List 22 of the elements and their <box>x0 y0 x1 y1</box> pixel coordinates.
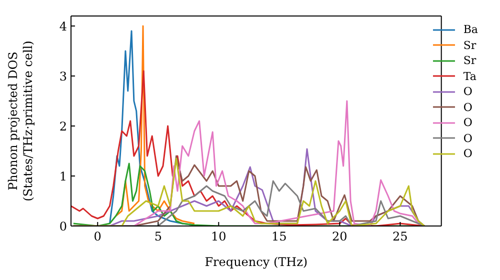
y-axis-title: Phonon projected DOS (States/THz·primitive cell) <box>6 40 35 202</box>
x-axis-title: Frequency (THz) <box>204 255 308 269</box>
legend-label: O <box>463 115 472 130</box>
legend-label: O <box>463 84 472 100</box>
x-tick-label: 15 <box>272 230 287 244</box>
y-tick-label: 4 <box>59 19 68 34</box>
x-tick-label: 20 <box>332 230 348 244</box>
legend-label: O <box>463 100 472 115</box>
legend-label: Sr <box>463 38 476 53</box>
y-tick-label: 2 <box>59 119 67 134</box>
x-tick-label: 10 <box>211 230 226 244</box>
x-tick-label: 0 <box>94 230 102 244</box>
legend-label: O <box>463 146 472 162</box>
legend-label: Sr <box>463 53 476 68</box>
x-tick-label: 5 <box>154 230 162 244</box>
x-tick-label: 25 <box>392 230 408 244</box>
legend-label: O <box>463 130 472 146</box>
legend-label: Ba <box>463 22 478 38</box>
legend-label: Ta <box>463 68 476 84</box>
y-tick-label: 0 <box>59 219 67 234</box>
y-tick-label: 3 <box>59 69 67 84</box>
y-tick-label: 1 <box>59 169 67 184</box>
